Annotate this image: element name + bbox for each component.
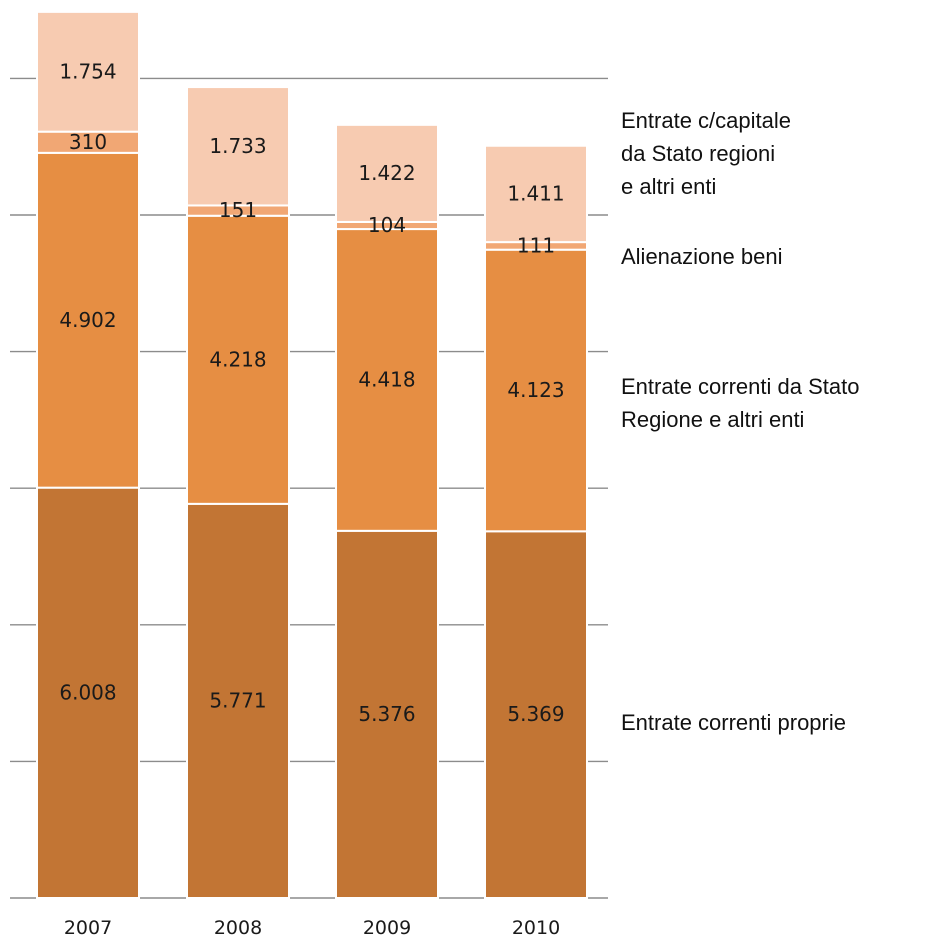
legend: Entrate c/capitale da Stato regioni e altr… (621, 108, 859, 735)
x-tick-label-2010: 2010 (512, 917, 560, 939)
legend-entry-0: Entrate c/capitale da Stato regioni e altr… (621, 108, 791, 199)
data-label-2010-2: 111 (517, 233, 555, 257)
x-axis-labels: 2007 2008 2009 2010 (64, 917, 560, 939)
data-label-2008-1: 4.218 (209, 347, 266, 371)
data-label-2009-0: 5.376 (358, 702, 415, 726)
bar-segment-2007-1 (36, 151, 140, 489)
data-label-2007-3: 1.754 (59, 59, 116, 83)
bar-segment-2008-1 (186, 214, 290, 505)
data-labels: 6.008 4.902 310 1.754 5.771 4.218 151 1.733 5.37… (59, 59, 564, 726)
data-label-2009-1: 4.418 (358, 367, 415, 391)
x-tick-label-2009: 2009 (363, 917, 411, 939)
data-label-2007-0: 6.008 (59, 680, 116, 704)
data-label-2010-0: 5.369 (507, 702, 564, 726)
data-label-2009-2: 104 (368, 213, 406, 237)
legend-entry-3: Entrate correnti proprie (621, 710, 846, 735)
x-tick-label-2007: 2007 (64, 917, 112, 939)
bar-segment-2008-0 (186, 502, 290, 899)
data-label-2007-2: 310 (69, 130, 107, 154)
data-label-2008-2: 151 (219, 198, 257, 222)
data-label-2009-3: 1.422 (358, 161, 415, 185)
legend-entry-2: Entrate correnti da Stato Regione e altri… (621, 374, 859, 432)
bar-segment-2010-1 (484, 248, 588, 533)
data-label-2008-3: 1.733 (209, 134, 266, 158)
bar-segment-2010-3 (484, 144, 588, 244)
bar-segment-2007-0 (36, 486, 140, 899)
data-label-2008-0: 5.771 (209, 688, 266, 712)
bar-segment-2009-0 (335, 529, 439, 899)
bar-segment-2008-3 (186, 86, 290, 207)
x-tick-label-2008: 2008 (214, 917, 262, 939)
bars (36, 10, 588, 899)
data-label-2010-3: 1.411 (507, 181, 564, 205)
bar-segment-2009-3 (335, 123, 439, 223)
legend-entry-1: Alienazione beni (621, 244, 782, 269)
data-label-2007-1: 4.902 (59, 308, 116, 332)
data-label-2010-1: 4.123 (507, 378, 564, 402)
bar-segment-2007-3 (36, 10, 140, 133)
